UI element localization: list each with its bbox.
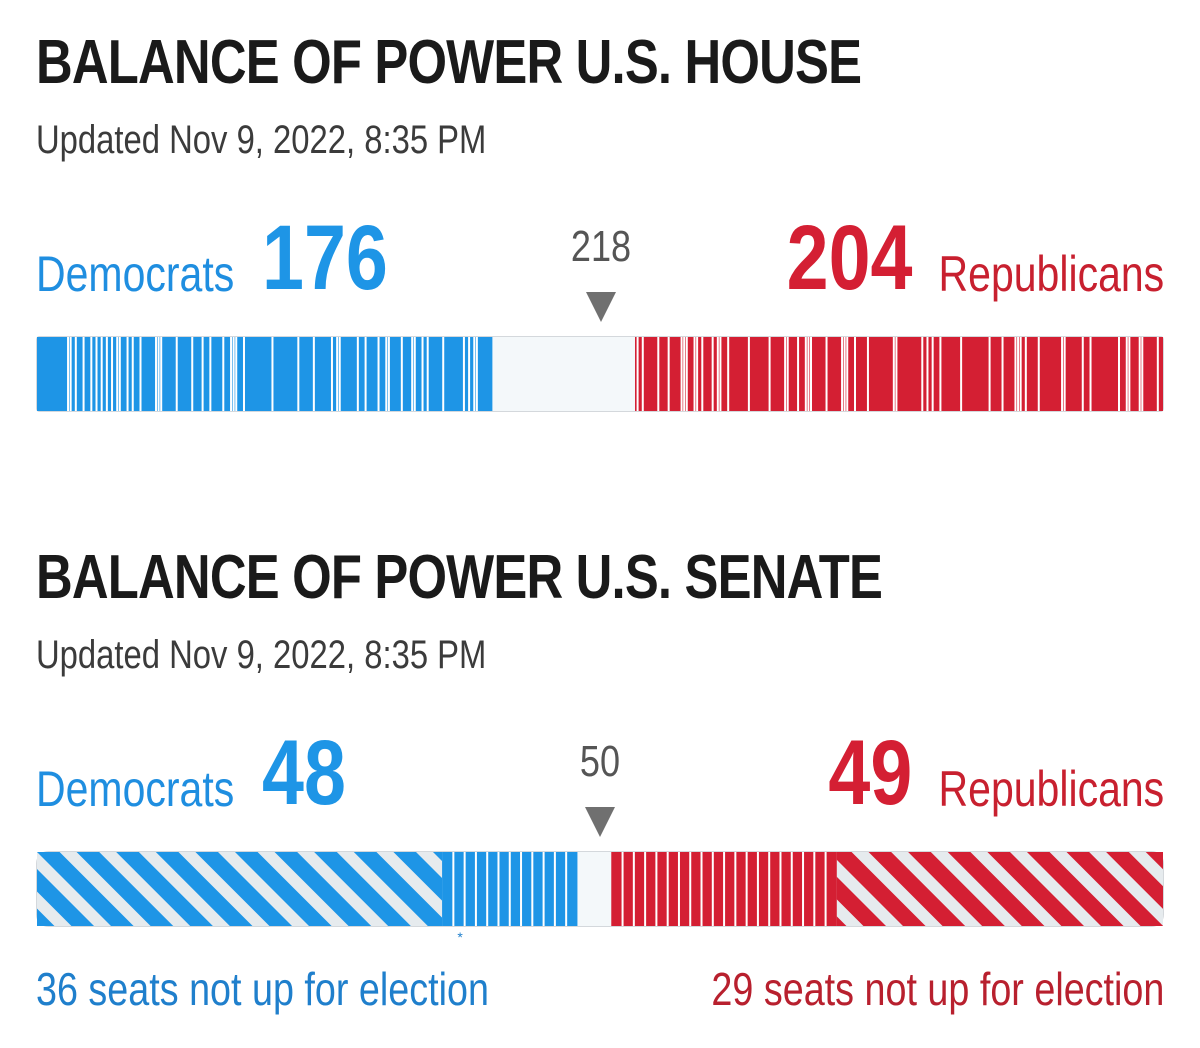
house-rep-seats: [635, 337, 1163, 411]
senate-dem-not-up-block: [37, 852, 443, 926]
senate-rep-not-up-block: [836, 852, 1163, 926]
house-dem-block: [37, 337, 493, 411]
senate-dem-count: 48: [262, 722, 346, 824]
senate-rep-not-up-note: 29 seats not up for election: [711, 963, 1164, 1015]
senate-title: BALANCE OF POWER U.S. SENATE: [36, 543, 883, 612]
senate-dem-label: Democrats: [36, 761, 235, 817]
house-rep-count: 204: [786, 207, 912, 309]
house-dem-count: 176: [262, 207, 388, 309]
house-threshold-marker-icon: [586, 292, 617, 322]
house-dem-seats: [37, 337, 493, 411]
house-rep-label: Republicans: [938, 246, 1164, 302]
senate-updated-timestamp: Updated Nov 9, 2022, 8:35 PM: [36, 633, 487, 677]
senate-seat-bar-svg: [36, 851, 1164, 927]
house-title: BALANCE OF POWER U.S. HOUSE: [36, 28, 862, 97]
senate-rep-count: 49: [828, 722, 912, 824]
senate-threshold-marker-icon: [585, 807, 615, 837]
house-majority-threshold: 218: [571, 222, 632, 271]
senate-dem-not-up-note: 36 seats not up for election: [36, 963, 489, 1015]
house-seat-bar-svg: [36, 336, 1164, 412]
senate-rep-label: Republicans: [938, 761, 1164, 817]
senate-panel: BALANCE OF POWER U.S. SENATE Updated Nov…: [0, 515, 1200, 1048]
senate-majority-threshold: 50: [579, 737, 621, 786]
senate-asterisk: *: [457, 929, 463, 945]
house-updated-timestamp: Updated Nov 9, 2022, 8:35 PM: [36, 118, 487, 162]
house-panel: BALANCE OF POWER U.S. HOUSE Updated Nov …: [0, 0, 1200, 480]
house-rep-block: [635, 337, 1163, 411]
house-seat-bar: [36, 336, 1164, 412]
house-dem-label: Democrats: [36, 246, 235, 302]
senate-seat-bar: [36, 851, 1164, 927]
